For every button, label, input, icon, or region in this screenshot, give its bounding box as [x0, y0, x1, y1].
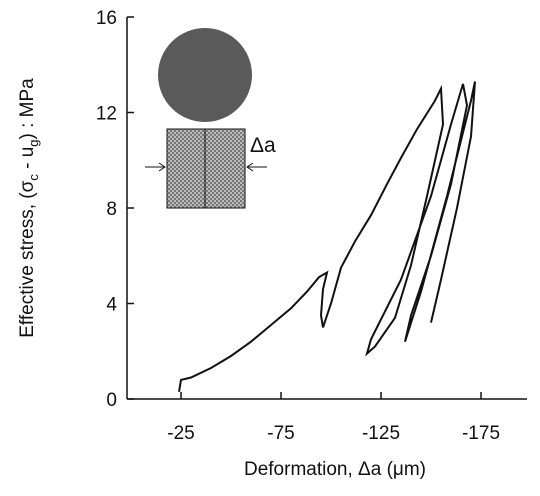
inset-label: Δa [250, 134, 276, 157]
y-tick-label: 16 [96, 8, 117, 29]
x-tick-label: -125 [362, 423, 400, 444]
x-tick-label: -175 [462, 423, 500, 444]
inset-sample-photo [158, 28, 252, 122]
x-axis-label: Deformation, Δa (μm) [244, 459, 426, 480]
data-line [178, 81, 476, 392]
y-tick-label: 8 [106, 199, 117, 220]
y-axis-label: Effective stress, (σc - ug) : MPa [17, 78, 41, 338]
y-label-sub: g [26, 139, 41, 146]
y-label-sub: c [26, 174, 41, 181]
y-label-part: Effective stress, (σ [17, 180, 38, 337]
y-label-part: ) : MPa [17, 78, 38, 140]
y-tick-label: 4 [106, 295, 117, 316]
inset-arrows [145, 162, 267, 172]
y-label-part: - u [17, 147, 38, 174]
y-tick-label: 0 [106, 390, 117, 411]
x-tick-label: -75 [267, 423, 294, 444]
x-tick-label: -25 [167, 423, 194, 444]
y-tick-label: 12 [96, 104, 117, 125]
inset-sample [166, 128, 246, 209]
